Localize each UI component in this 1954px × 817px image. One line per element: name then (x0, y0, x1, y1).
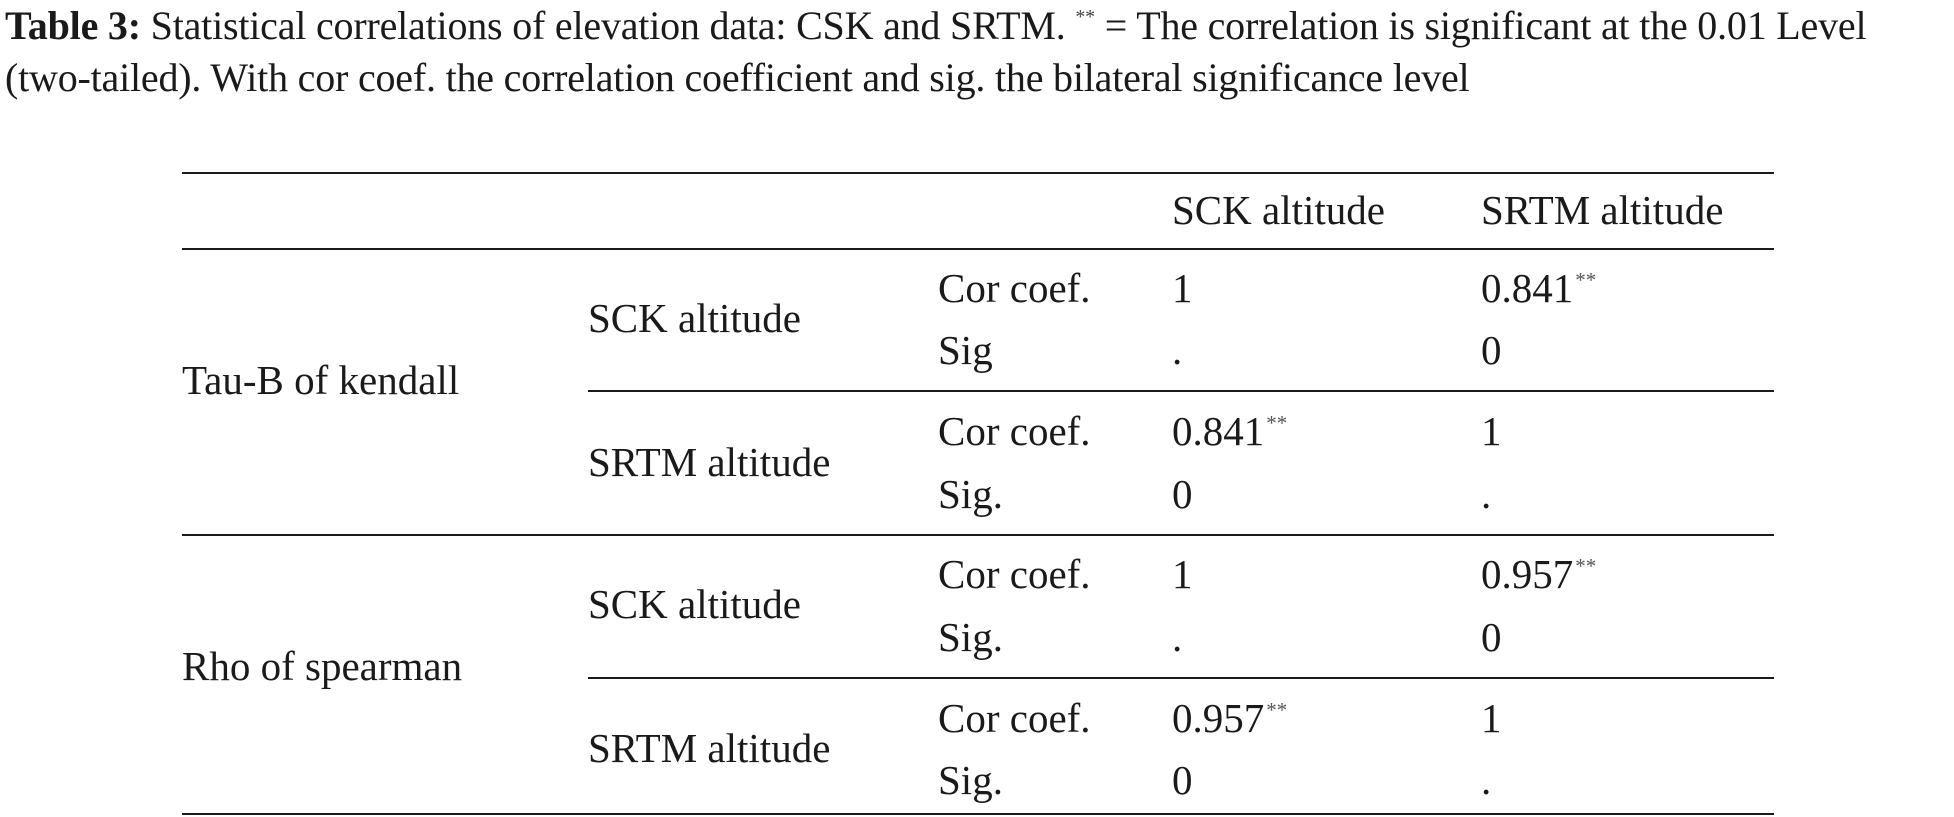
value-coef: 1 (1172, 265, 1193, 311)
value-sig: . (1481, 757, 1492, 803)
header-bottom-rule (182, 248, 1774, 250)
method-label-kendall: Tau-B of kendall (182, 357, 460, 403)
variable-label: SRTM altitude (588, 725, 831, 771)
method-label-spearman: Rho of spearman (182, 643, 463, 689)
table-bottom-rule (182, 813, 1774, 815)
group-separator-rule (182, 534, 1774, 536)
value-sig: 0 (1172, 757, 1193, 803)
kendall-inner-rule (588, 390, 1774, 392)
significance-mark: ** (1266, 698, 1288, 722)
value-coef: 1 (1481, 408, 1502, 454)
stat-label-coef: Cor coef. (938, 551, 1091, 597)
value-sig: 0 (1481, 614, 1502, 660)
spearman-inner-rule (588, 677, 1774, 679)
stat-label-sig: Sig. (938, 471, 1003, 517)
column-header-srtm: SRTM altitude (1481, 187, 1724, 233)
variable-label: SCK altitude (588, 295, 801, 341)
significance-mark: ** (1575, 554, 1597, 578)
stat-label-coef: Cor coef. (938, 695, 1091, 741)
stat-label-coef: Cor coef. (938, 265, 1091, 311)
value-sig: . (1172, 614, 1183, 660)
significance-mark: ** (1575, 268, 1597, 292)
stat-label-coef: Cor coef. (938, 408, 1091, 454)
variable-label: SRTM altitude (588, 439, 831, 485)
value-coef: 0.957** (1172, 695, 1288, 741)
value-coef: 1 (1481, 695, 1502, 741)
significance-mark: ** (1075, 6, 1095, 28)
value-coef: 0.841** (1481, 265, 1597, 311)
significance-mark: ** (1266, 411, 1288, 435)
value-coef: 0.841** (1172, 408, 1288, 454)
stat-label-sig: Sig. (938, 757, 1003, 803)
caption-text-continued: = The correlation is significant at the … (5, 3, 1867, 100)
caption-text: Statistical correlations of elevation da… (140, 3, 1076, 48)
value-coef: 1 (1172, 551, 1193, 597)
value-sig: . (1481, 471, 1492, 517)
value-coef: 0.957** (1481, 551, 1597, 597)
stat-label-sig: Sig (938, 327, 993, 373)
table-caption: Table 3: Statistical correlations of ele… (5, 0, 1954, 104)
value-sig: 0 (1172, 471, 1193, 517)
caption-label: Table 3: (5, 3, 141, 48)
value-sig: . (1172, 327, 1183, 373)
value-sig: 0 (1481, 327, 1502, 373)
table-top-rule (182, 172, 1774, 174)
column-header-sck: SCK altitude (1172, 187, 1385, 233)
variable-label: SCK altitude (588, 581, 801, 627)
stat-label-sig: Sig. (938, 614, 1003, 660)
